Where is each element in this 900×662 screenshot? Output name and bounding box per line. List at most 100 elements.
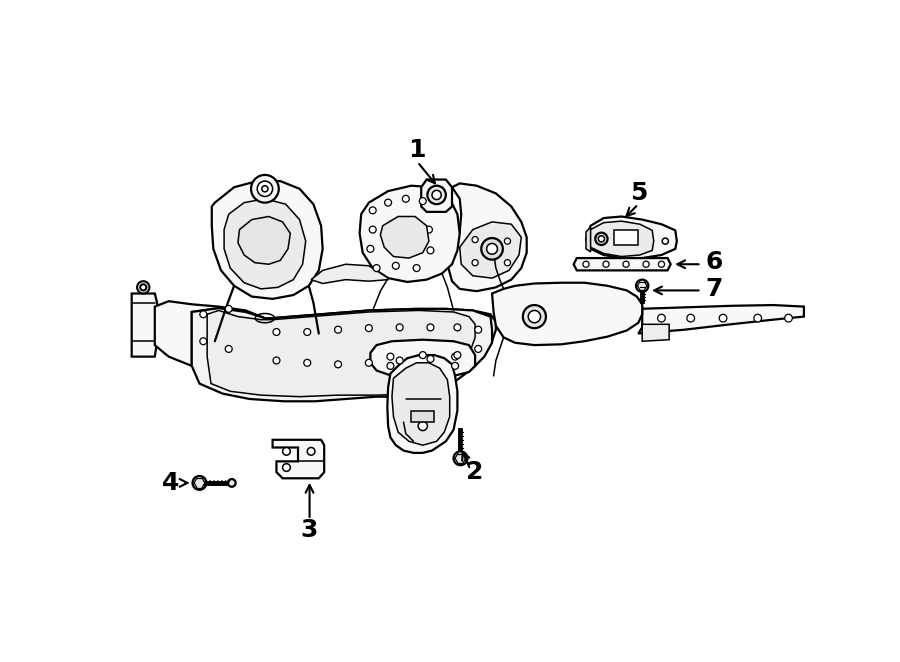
Circle shape (396, 324, 403, 331)
Circle shape (396, 357, 403, 364)
Polygon shape (492, 283, 643, 345)
Circle shape (273, 357, 280, 364)
Circle shape (474, 346, 482, 352)
Circle shape (387, 242, 394, 248)
Circle shape (583, 261, 590, 267)
Circle shape (387, 362, 394, 369)
Circle shape (623, 261, 629, 267)
Circle shape (643, 261, 649, 267)
Polygon shape (447, 183, 526, 291)
Circle shape (402, 195, 410, 203)
Circle shape (482, 238, 503, 260)
Polygon shape (212, 181, 322, 299)
Circle shape (283, 448, 291, 455)
Circle shape (413, 265, 420, 271)
Circle shape (454, 324, 461, 331)
Circle shape (387, 353, 394, 360)
Circle shape (225, 346, 232, 352)
Circle shape (452, 362, 459, 369)
Circle shape (304, 328, 310, 336)
Polygon shape (381, 216, 429, 258)
Polygon shape (192, 308, 492, 401)
Circle shape (687, 314, 695, 322)
Circle shape (419, 352, 427, 359)
Polygon shape (460, 222, 521, 278)
Circle shape (487, 244, 498, 254)
Circle shape (335, 326, 341, 333)
Circle shape (662, 238, 669, 244)
Circle shape (384, 199, 392, 206)
Circle shape (374, 265, 380, 271)
Circle shape (419, 365, 427, 371)
Circle shape (408, 244, 415, 251)
Circle shape (504, 260, 510, 265)
Polygon shape (614, 230, 638, 245)
Polygon shape (643, 324, 669, 341)
Polygon shape (224, 199, 306, 289)
Polygon shape (638, 299, 804, 334)
Circle shape (719, 314, 727, 322)
Circle shape (595, 232, 608, 245)
Circle shape (472, 236, 478, 243)
Text: 3: 3 (301, 518, 319, 542)
Polygon shape (360, 186, 460, 282)
Circle shape (262, 186, 268, 192)
Circle shape (754, 314, 761, 322)
Circle shape (251, 175, 279, 203)
Polygon shape (421, 179, 452, 212)
Circle shape (474, 326, 482, 333)
Circle shape (367, 246, 374, 252)
Polygon shape (573, 258, 670, 270)
Circle shape (335, 361, 341, 368)
Circle shape (426, 226, 432, 233)
Polygon shape (273, 440, 324, 479)
Polygon shape (586, 227, 590, 252)
Circle shape (200, 338, 207, 345)
Circle shape (389, 220, 395, 228)
Circle shape (452, 353, 459, 360)
Circle shape (225, 305, 232, 312)
Circle shape (365, 324, 373, 332)
Text: 2: 2 (465, 460, 483, 484)
Circle shape (369, 226, 376, 233)
Circle shape (659, 261, 664, 267)
Circle shape (283, 463, 291, 471)
Circle shape (523, 305, 546, 328)
Circle shape (427, 324, 434, 331)
Circle shape (392, 262, 400, 269)
Polygon shape (155, 301, 273, 371)
Circle shape (140, 284, 147, 291)
Circle shape (418, 421, 427, 430)
Circle shape (598, 236, 605, 242)
Text: 6: 6 (705, 250, 723, 274)
Polygon shape (411, 410, 435, 422)
Text: 5: 5 (630, 181, 647, 205)
Polygon shape (192, 308, 496, 371)
Circle shape (365, 359, 373, 366)
Circle shape (137, 281, 149, 293)
Circle shape (658, 314, 665, 322)
Polygon shape (131, 293, 158, 357)
Polygon shape (371, 340, 475, 378)
Circle shape (472, 260, 478, 265)
Circle shape (257, 181, 273, 197)
Polygon shape (588, 221, 653, 257)
Circle shape (528, 310, 541, 323)
Circle shape (408, 222, 415, 229)
Circle shape (454, 352, 461, 359)
Text: 4: 4 (161, 471, 179, 495)
Circle shape (369, 207, 376, 214)
Circle shape (427, 355, 434, 362)
Circle shape (785, 314, 792, 322)
Circle shape (273, 328, 280, 336)
Polygon shape (392, 363, 450, 445)
Polygon shape (586, 216, 677, 258)
Polygon shape (238, 216, 291, 264)
Circle shape (428, 186, 446, 204)
Circle shape (603, 261, 609, 267)
Circle shape (193, 476, 206, 490)
Circle shape (427, 247, 434, 254)
Polygon shape (207, 310, 475, 397)
Circle shape (200, 311, 207, 318)
Circle shape (504, 238, 510, 244)
